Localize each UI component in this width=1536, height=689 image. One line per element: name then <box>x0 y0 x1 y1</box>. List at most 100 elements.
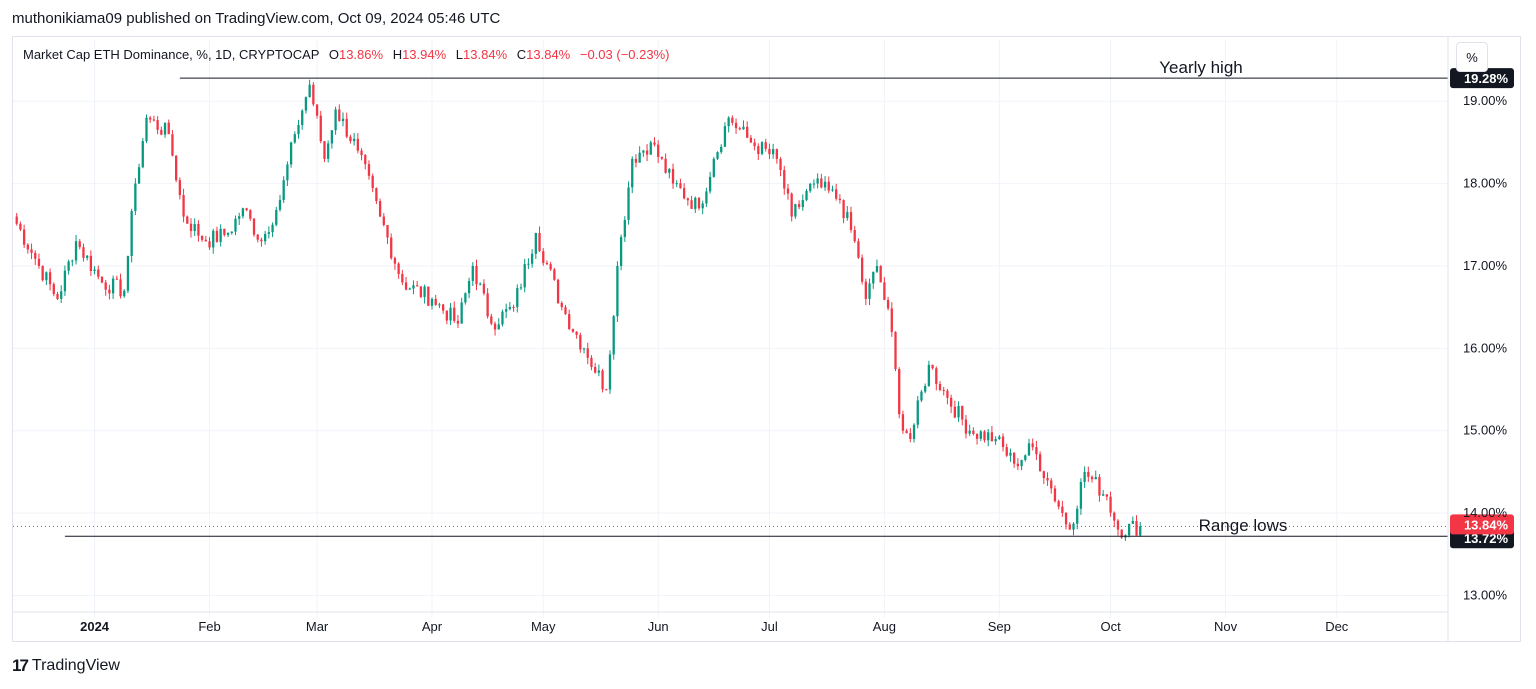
candle-body <box>671 168 675 184</box>
candle-body <box>186 216 189 224</box>
candle-body <box>464 293 467 303</box>
x-tick-label: Mar <box>306 619 329 634</box>
candle-body <box>338 109 341 122</box>
candle-body <box>204 239 207 242</box>
candle-body <box>505 309 508 312</box>
candle-body <box>467 280 471 294</box>
candle-body <box>961 405 964 420</box>
candle-body <box>149 117 152 120</box>
y-tick-label: 19.00% <box>1463 93 1508 108</box>
candle-body <box>516 288 519 308</box>
candle-body <box>801 200 804 208</box>
candle-body <box>419 286 423 297</box>
x-tick-label: Dec <box>1325 619 1349 634</box>
candle-body <box>946 390 949 398</box>
candle-body <box>45 272 48 281</box>
candle-body <box>163 122 167 135</box>
candle-body <box>212 230 215 248</box>
candle-body <box>886 299 890 309</box>
candle-body <box>482 283 486 294</box>
candle-body <box>987 432 990 441</box>
candle-body <box>631 158 634 188</box>
candle-body <box>968 430 971 434</box>
candle-body <box>404 282 408 290</box>
candle-body <box>327 143 330 159</box>
candle-body <box>386 224 389 238</box>
x-tick-label: Jun <box>648 619 669 634</box>
candle-body <box>868 283 871 299</box>
candle-body <box>701 203 704 209</box>
candle-body <box>771 149 775 155</box>
candle-body <box>998 436 1001 439</box>
candle-body <box>983 431 986 441</box>
candle-body <box>97 269 100 277</box>
candle-body <box>694 197 697 209</box>
candle-body <box>683 188 686 199</box>
candle-body <box>579 334 582 350</box>
candle-body <box>200 235 204 240</box>
last-price-tag-label: 13.84% <box>1464 517 1509 532</box>
candle-body <box>375 188 378 202</box>
candle-body <box>838 198 842 201</box>
candle-body <box>875 265 879 272</box>
candle-body <box>790 193 793 217</box>
x-tick-label: May <box>531 619 556 634</box>
candle-body <box>86 255 89 258</box>
candle-body <box>853 229 856 242</box>
candle-body <box>197 223 200 236</box>
x-tick-label: Apr <box>422 619 443 634</box>
candle-body <box>864 281 867 299</box>
candle-body <box>942 390 945 392</box>
candle-body <box>19 223 22 230</box>
candle-body <box>571 329 575 332</box>
candle-body <box>590 357 593 367</box>
candle-body <box>434 298 437 305</box>
candle-body <box>345 118 348 137</box>
candle-body <box>334 109 337 131</box>
candle-body <box>957 405 960 418</box>
candle-body <box>360 150 363 156</box>
candle-body <box>994 438 997 442</box>
candle-body <box>1127 523 1131 536</box>
candle-body <box>371 175 374 189</box>
candle-body <box>660 157 664 159</box>
candle-body <box>1005 447 1008 456</box>
candle-body <box>575 331 578 335</box>
candle-body <box>846 212 849 219</box>
candle-body <box>141 141 144 168</box>
legend-change: −0.03 (−0.23%) <box>579 47 670 62</box>
candle-body <box>816 178 819 184</box>
candle-body <box>497 324 500 330</box>
legend-open: 13.86% <box>338 47 384 62</box>
price-tag-bg <box>1450 68 1514 89</box>
candle-body <box>160 129 163 135</box>
candle-body <box>408 288 411 290</box>
candle-body <box>1120 529 1123 538</box>
percent-scale-button[interactable]: % <box>1456 42 1488 72</box>
candle-body <box>175 155 178 181</box>
tradingview-logo[interactable]: 17 TradingView <box>12 656 120 676</box>
candle-body <box>657 144 660 158</box>
candle-body <box>560 302 563 308</box>
candle-body <box>890 308 893 332</box>
candle-body <box>1116 520 1120 530</box>
x-tick-label: Jul <box>761 619 778 634</box>
candle-body <box>720 146 723 153</box>
candle-body <box>108 289 111 294</box>
candle-body <box>953 406 956 418</box>
candle-body <box>449 307 452 321</box>
candle-body <box>623 219 626 237</box>
candle-body <box>52 284 55 294</box>
x-tick-label: Feb <box>198 619 220 634</box>
candle-body <box>734 122 738 129</box>
candle-body <box>538 233 541 252</box>
candle-body <box>278 200 282 210</box>
candle-body <box>234 218 237 232</box>
candle-body <box>349 136 352 142</box>
candle-body <box>22 229 26 245</box>
candle-body <box>582 348 586 350</box>
candle-body <box>675 183 678 185</box>
candle-body <box>627 187 630 220</box>
candle-body <box>301 110 304 125</box>
